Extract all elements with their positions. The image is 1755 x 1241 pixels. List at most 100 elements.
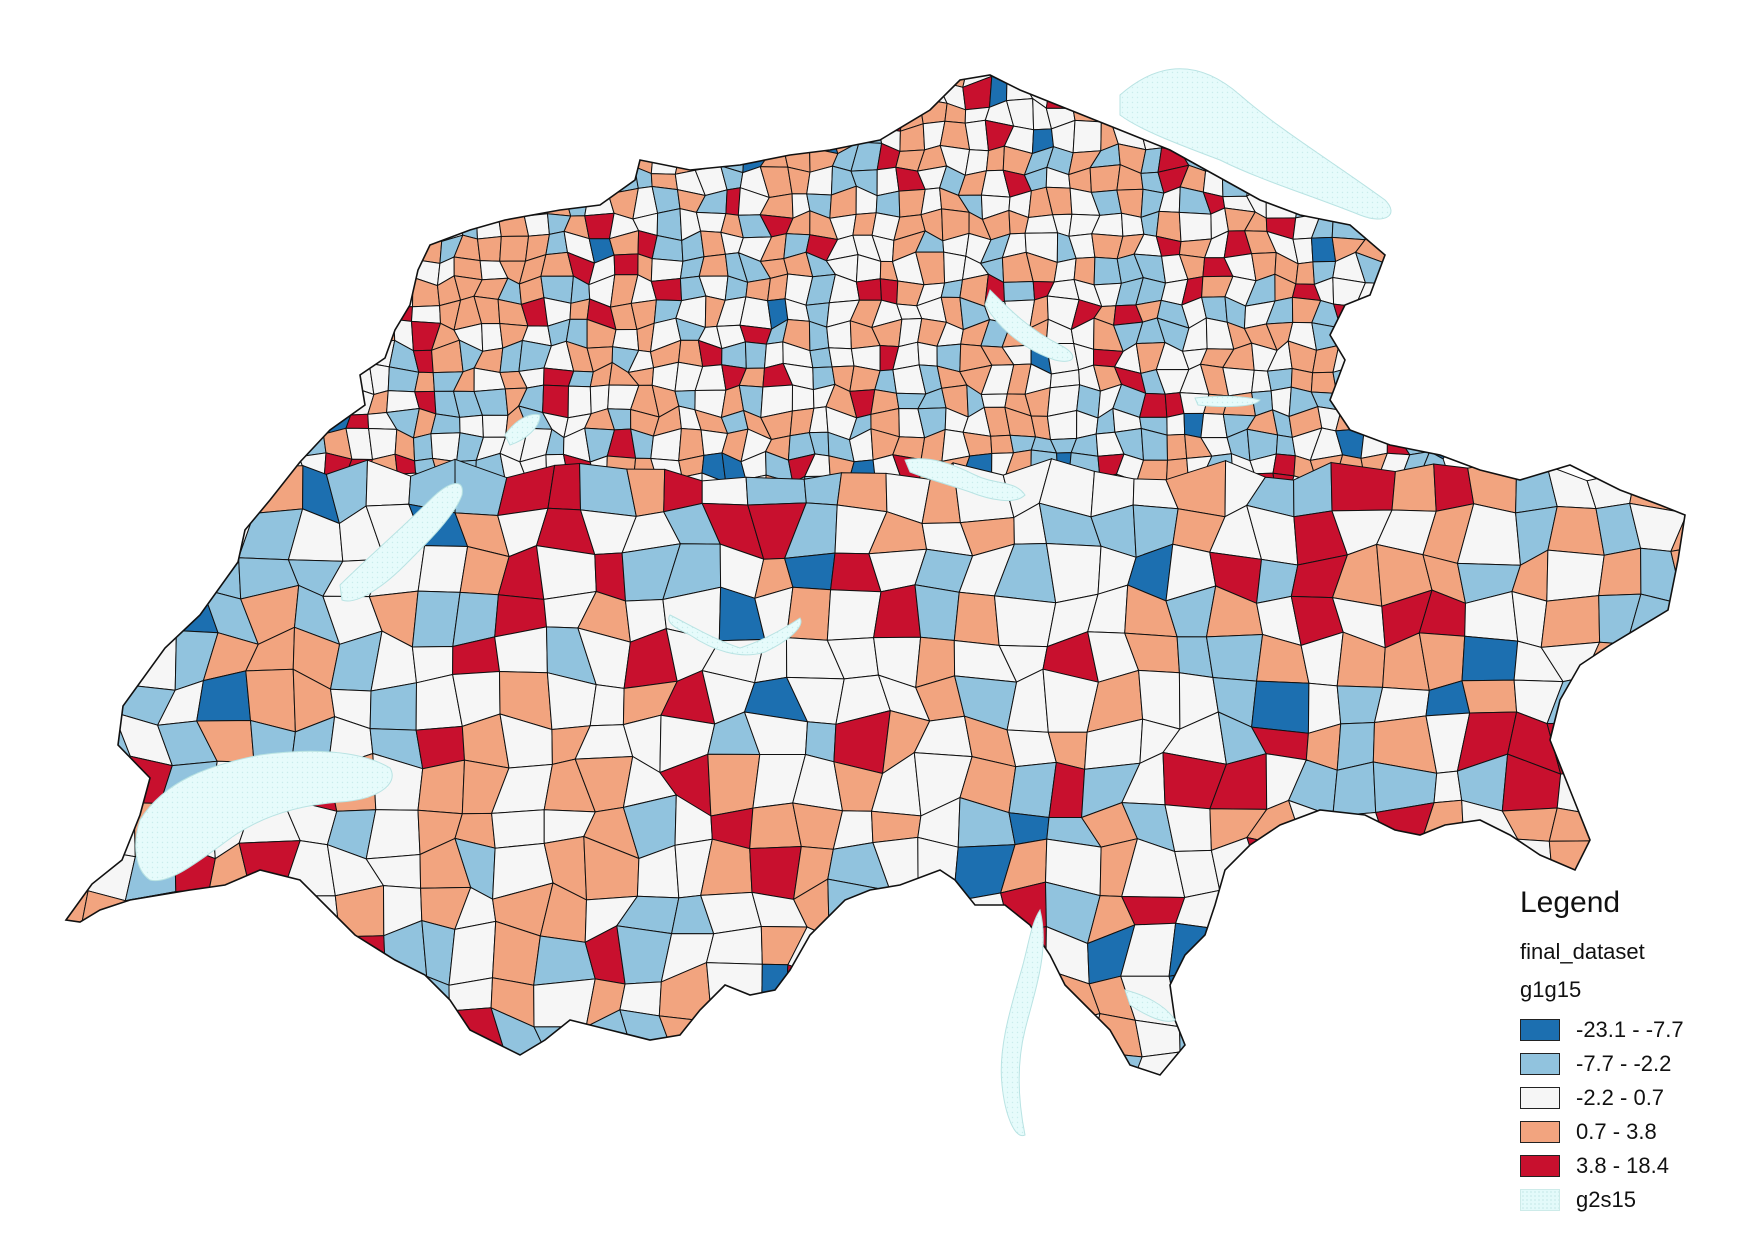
municipality — [166, 231, 196, 261]
municipality — [1310, 236, 1337, 263]
municipality — [1380, 1009, 1430, 1069]
municipality — [1334, 1089, 1388, 1152]
legend-label: g2s15 — [1576, 1187, 1636, 1212]
municipality — [1473, 1004, 1519, 1063]
municipality — [1419, 411, 1455, 441]
municipality — [481, 414, 509, 438]
municipality — [364, 318, 396, 345]
municipality — [126, 318, 157, 350]
municipality — [1376, 103, 1404, 131]
municipality — [38, 390, 58, 411]
municipality — [66, 717, 92, 775]
municipality — [651, 120, 681, 153]
municipality — [430, 168, 463, 192]
municipality — [662, 1049, 716, 1075]
municipality — [66, 76, 86, 103]
municipality — [364, 1047, 425, 1075]
municipality — [99, 214, 132, 242]
municipality — [1667, 681, 1685, 727]
municipality — [676, 75, 698, 85]
municipality — [258, 274, 285, 306]
municipality — [143, 211, 173, 237]
municipality — [131, 144, 156, 174]
municipality — [1548, 807, 1603, 842]
municipality — [281, 367, 309, 391]
municipality — [42, 78, 64, 101]
municipality — [247, 465, 304, 514]
municipality — [325, 102, 352, 132]
municipality — [159, 556, 204, 598]
municipality — [212, 1102, 260, 1143]
municipality — [166, 258, 195, 287]
municipality — [1626, 631, 1675, 690]
municipality — [547, 100, 574, 133]
municipality — [129, 450, 152, 476]
municipality — [783, 552, 836, 591]
municipality — [232, 391, 260, 417]
municipality — [126, 166, 156, 196]
municipality — [506, 144, 528, 176]
municipality — [189, 346, 213, 367]
municipality — [650, 277, 683, 302]
municipality — [1097, 98, 1115, 126]
municipality — [1259, 889, 1294, 939]
municipality — [1597, 812, 1630, 857]
municipality — [1384, 841, 1428, 896]
municipality — [1271, 86, 1295, 110]
municipality — [750, 1095, 806, 1150]
municipality — [1354, 298, 1381, 330]
municipality — [1720, 639, 1755, 687]
municipality — [211, 188, 238, 219]
legend-label: 0.7 - 3.8 — [1576, 1119, 1657, 1144]
municipality — [1419, 388, 1452, 417]
lake-lugano — [1124, 989, 1176, 1022]
municipality — [66, 936, 80, 982]
municipality — [29, 1103, 91, 1153]
municipality — [371, 125, 396, 154]
municipality — [87, 301, 108, 325]
municipality — [278, 317, 308, 353]
municipality — [66, 405, 69, 434]
legend-item: -7.7 - -2.2 — [1520, 1047, 1740, 1081]
municipality — [237, 79, 265, 104]
municipality — [705, 962, 763, 1023]
municipality — [417, 759, 466, 815]
municipality — [523, 172, 549, 196]
municipality — [66, 98, 82, 126]
municipality — [411, 590, 461, 648]
municipality — [327, 214, 349, 234]
municipality — [1424, 210, 1452, 240]
municipality — [787, 166, 811, 195]
municipality — [232, 120, 265, 151]
municipality — [1341, 879, 1387, 941]
municipality — [188, 75, 223, 85]
municipality — [715, 119, 748, 155]
municipality — [77, 164, 111, 194]
municipality — [1426, 893, 1480, 927]
municipality — [322, 341, 354, 373]
legend-item: -23.1 - -7.7 — [1520, 1013, 1740, 1047]
legend-swatch — [1520, 1087, 1560, 1109]
municipality — [188, 167, 222, 196]
municipality — [656, 207, 683, 242]
municipality — [143, 410, 174, 440]
municipality — [1336, 384, 1366, 411]
municipality — [1377, 298, 1408, 327]
municipality — [1306, 967, 1349, 1008]
municipality — [1213, 1096, 1263, 1145]
municipality — [828, 347, 855, 368]
municipality — [1337, 1006, 1393, 1069]
municipality — [417, 545, 469, 593]
municipality — [239, 317, 267, 348]
municipality — [1419, 277, 1454, 306]
municipality — [344, 151, 377, 172]
municipality — [789, 79, 813, 105]
municipality — [789, 75, 812, 85]
municipality — [254, 143, 287, 169]
municipality — [377, 1013, 425, 1067]
municipality — [210, 1014, 254, 1069]
municipality — [257, 412, 288, 434]
municipality — [38, 253, 65, 285]
municipality — [232, 413, 260, 440]
municipality — [583, 144, 613, 171]
